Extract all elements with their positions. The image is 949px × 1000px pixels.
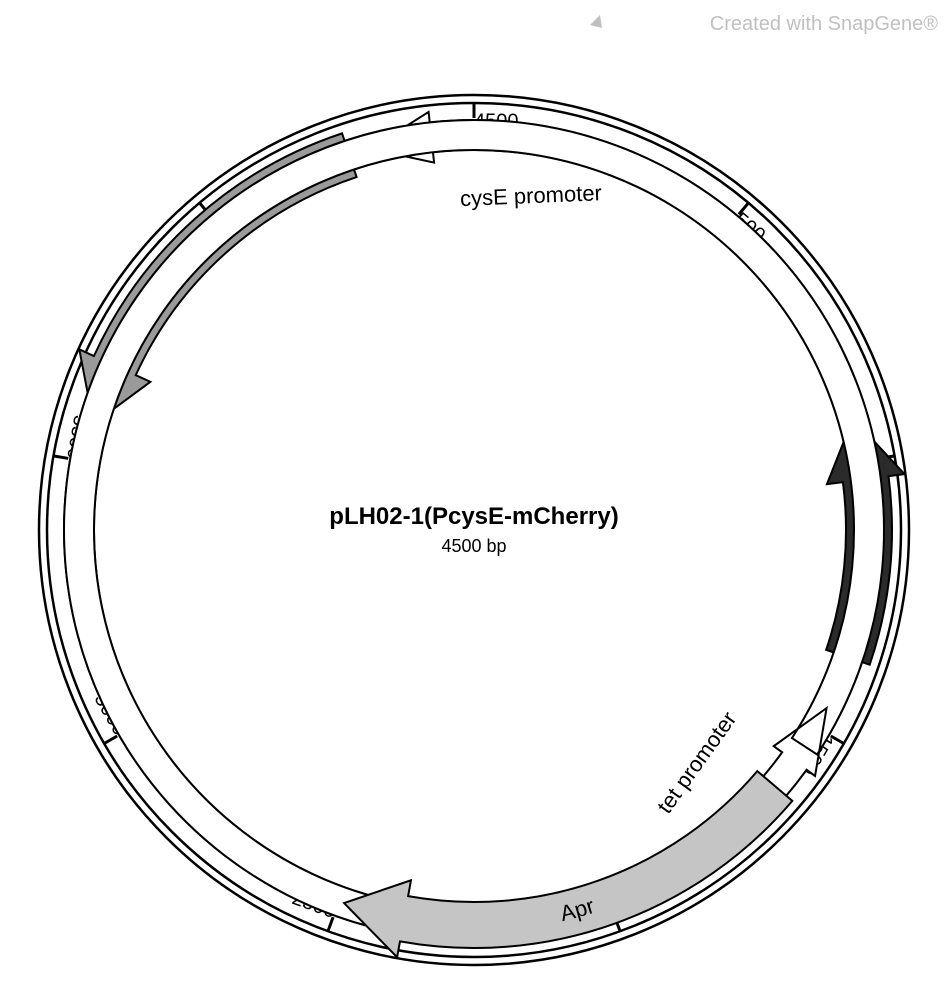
plasmid-size: 4500 bp [441,536,506,556]
plasmid-name: pLH02-1(PcysE-mCherry) [329,503,618,530]
feature-label: cysE promoter [460,180,603,211]
watermark-text: Created with SnapGene® [710,13,938,35]
plasmid-svg: Created with SnapGene®450050010001500200… [0,0,949,1000]
watermark: Created with SnapGene® [590,13,938,35]
backbone-inner [47,103,901,957]
plasmid-map-container: { "watermark": { "text": "Created with S… [0,0,949,1000]
feature-apr [344,771,792,957]
backbone-outer [39,95,909,965]
